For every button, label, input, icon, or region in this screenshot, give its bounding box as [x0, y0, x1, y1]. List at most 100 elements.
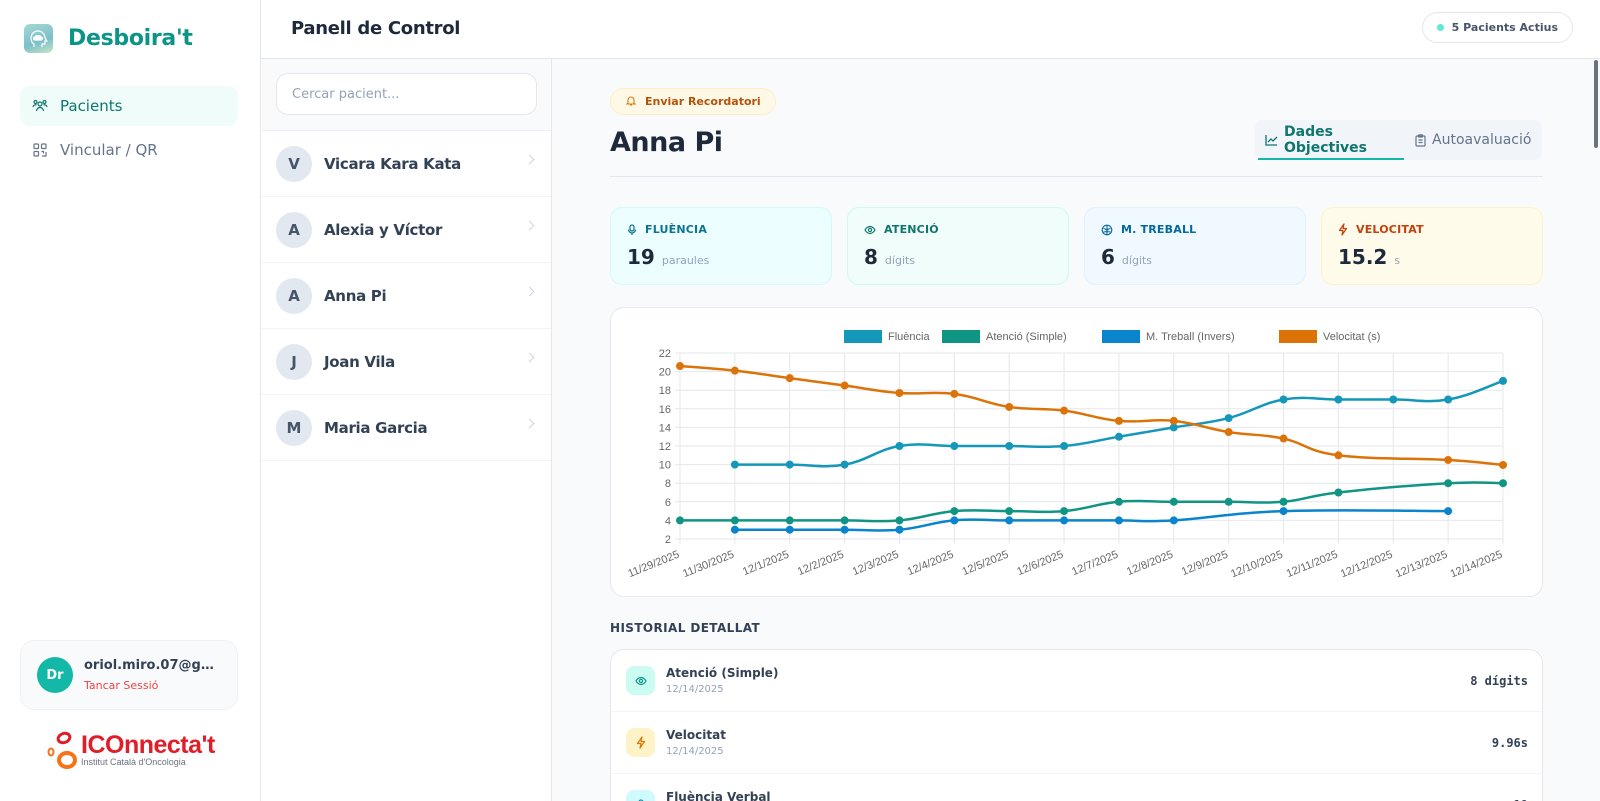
data-point — [1499, 479, 1507, 488]
data-point — [676, 362, 684, 371]
clipboard-icon — [1415, 133, 1426, 147]
data-point — [730, 516, 739, 525]
legend-label: Fluència — [888, 331, 930, 343]
legend-swatch — [844, 330, 882, 343]
zap-icon — [626, 728, 655, 757]
data-point — [785, 516, 794, 525]
history-item-value: 8 dígits — [1470, 673, 1528, 688]
data-point — [895, 516, 904, 525]
progress-chart: 2 4 6 8 10 12 14 16 18 20 22 11/29/2025 11/30/2025 12… — [610, 307, 1543, 597]
data-point — [1169, 497, 1178, 506]
data-point — [950, 507, 959, 516]
x-tick-label: 12/4/2025 — [906, 549, 956, 578]
data-point — [1114, 497, 1123, 506]
stat-label-text: VELOCITAT — [1356, 223, 1424, 236]
history-item-date: 12/14/2025 — [666, 746, 724, 757]
data-point — [1279, 395, 1288, 404]
y-tick-label: 14 — [659, 422, 671, 434]
tab-autoavaluacio[interactable]: Autoavaluació — [1405, 120, 1541, 160]
x-tick-label: 12/12/2025 — [1339, 549, 1395, 581]
patient-name-label: Anna Pi — [324, 286, 387, 305]
patient-list-item[interactable]: J Joan Vila — [261, 329, 551, 395]
data-point — [1279, 507, 1288, 516]
data-point — [1005, 442, 1014, 450]
patient-avatar: A — [276, 277, 312, 314]
patient-name: Anna Pi — [610, 127, 723, 158]
stat-cards: FLUÈNCIA 19 paraules ATENCIÓ 8 dígits M.… — [610, 207, 1543, 285]
data-point — [785, 374, 794, 383]
data-point — [840, 516, 849, 525]
tab-dades-objectives[interactable]: Dades Objectives — [1255, 120, 1405, 160]
chevron-right-icon — [524, 418, 535, 429]
data-point — [1005, 516, 1014, 525]
y-tick-label: 4 — [665, 515, 671, 527]
history-item-name: Atenció (Simple) — [666, 666, 779, 680]
microphone-icon — [626, 790, 655, 801]
data-point — [730, 366, 739, 375]
patient-list-item[interactable]: A Anna Pi — [261, 263, 551, 329]
data-point — [1444, 395, 1453, 404]
stat-label: ATENCIÓ — [864, 223, 1052, 236]
x-tick-label: 11/30/2025 — [681, 549, 736, 580]
legend-label: Velocitat (s) — [1323, 331, 1380, 343]
chevron-right-icon — [524, 286, 535, 297]
data-point — [1499, 460, 1507, 469]
y-tick-label: 18 — [659, 385, 671, 397]
chevron-right-icon — [524, 352, 535, 363]
patient-avatar: A — [276, 211, 312, 248]
scrollbar[interactable] — [1594, 60, 1598, 148]
series-line-m-treball-invers- — [734, 509, 1449, 532]
sidebar-item-pacients[interactable]: Pacients — [20, 86, 238, 126]
data-point — [785, 525, 794, 534]
data-point — [1114, 416, 1123, 425]
avatar: Dr — [37, 657, 73, 693]
eye-icon — [864, 225, 876, 235]
legend-label: M. Treball (Invers) — [1146, 331, 1235, 343]
stat-value: 19 — [627, 245, 655, 269]
history-item-value: 9.96s — [1491, 735, 1528, 750]
x-tick-label: 12/2/2025 — [796, 549, 846, 578]
patient-list-item[interactable]: A Alexia y Víctor — [261, 197, 551, 263]
brand-logo-icon — [24, 24, 53, 53]
stat-label-text: ATENCIÓ — [884, 223, 939, 236]
stat-label: M. TREBALL — [1101, 223, 1289, 236]
send-reminder-button[interactable]: Enviar Recordatori — [610, 88, 776, 115]
brand[interactable]: Desboira't — [24, 24, 193, 53]
patient-list-item[interactable]: V Vicara Kara Kata — [261, 131, 551, 197]
y-tick-label: 8 — [665, 478, 671, 490]
data-point — [895, 525, 904, 534]
x-tick-label: 12/11/2025 — [1285, 549, 1340, 580]
data-point — [1114, 432, 1123, 441]
data-point — [1224, 497, 1233, 506]
active-patients-badge: 5 Pacients Actius — [1421, 12, 1573, 43]
chevron-right-icon — [524, 154, 535, 165]
eye-icon — [626, 666, 655, 695]
y-tick-label: 22 — [659, 348, 671, 360]
history-item: Atenció (Simple) 12/14/2025 8 dígits — [611, 650, 1542, 712]
stat-unit: s — [1394, 254, 1401, 267]
data-point — [840, 381, 849, 390]
data-point — [1279, 497, 1288, 506]
patient-list-item[interactable]: M Maria Garcia — [261, 395, 551, 461]
sidebar-item-vincular-qr[interactable]: Vincular / QR — [20, 130, 238, 170]
data-point — [1060, 442, 1069, 450]
history-item: Velocitat 12/14/2025 9.96s — [611, 712, 1542, 774]
history-item-name: Fluència Verbal — [666, 790, 771, 801]
send-reminder-label: Enviar Recordatori — [645, 95, 761, 108]
logout-button[interactable]: Tancar Sessió — [84, 679, 159, 692]
x-tick-label: 12/9/2025 — [1180, 549, 1230, 578]
x-tick-label: 12/5/2025 — [960, 549, 1010, 578]
qr-code-icon — [32, 142, 48, 158]
patient-avatar: M — [276, 409, 312, 446]
stat-card-atenció: ATENCIÓ 8 dígits — [847, 207, 1069, 285]
y-tick-label: 10 — [659, 460, 671, 472]
patient-name-label: Alexia y Víctor — [324, 220, 443, 239]
y-tick-label: 6 — [665, 497, 671, 509]
brain-icon — [1101, 224, 1113, 236]
data-point — [950, 389, 959, 398]
x-tick-label: 12/1/2025 — [741, 549, 791, 578]
data-point — [950, 442, 959, 450]
data-point — [1334, 451, 1343, 460]
search-input[interactable] — [276, 73, 537, 115]
data-point — [1444, 455, 1453, 464]
